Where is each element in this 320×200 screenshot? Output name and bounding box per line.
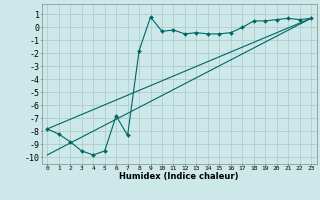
X-axis label: Humidex (Indice chaleur): Humidex (Indice chaleur): [119, 172, 239, 181]
